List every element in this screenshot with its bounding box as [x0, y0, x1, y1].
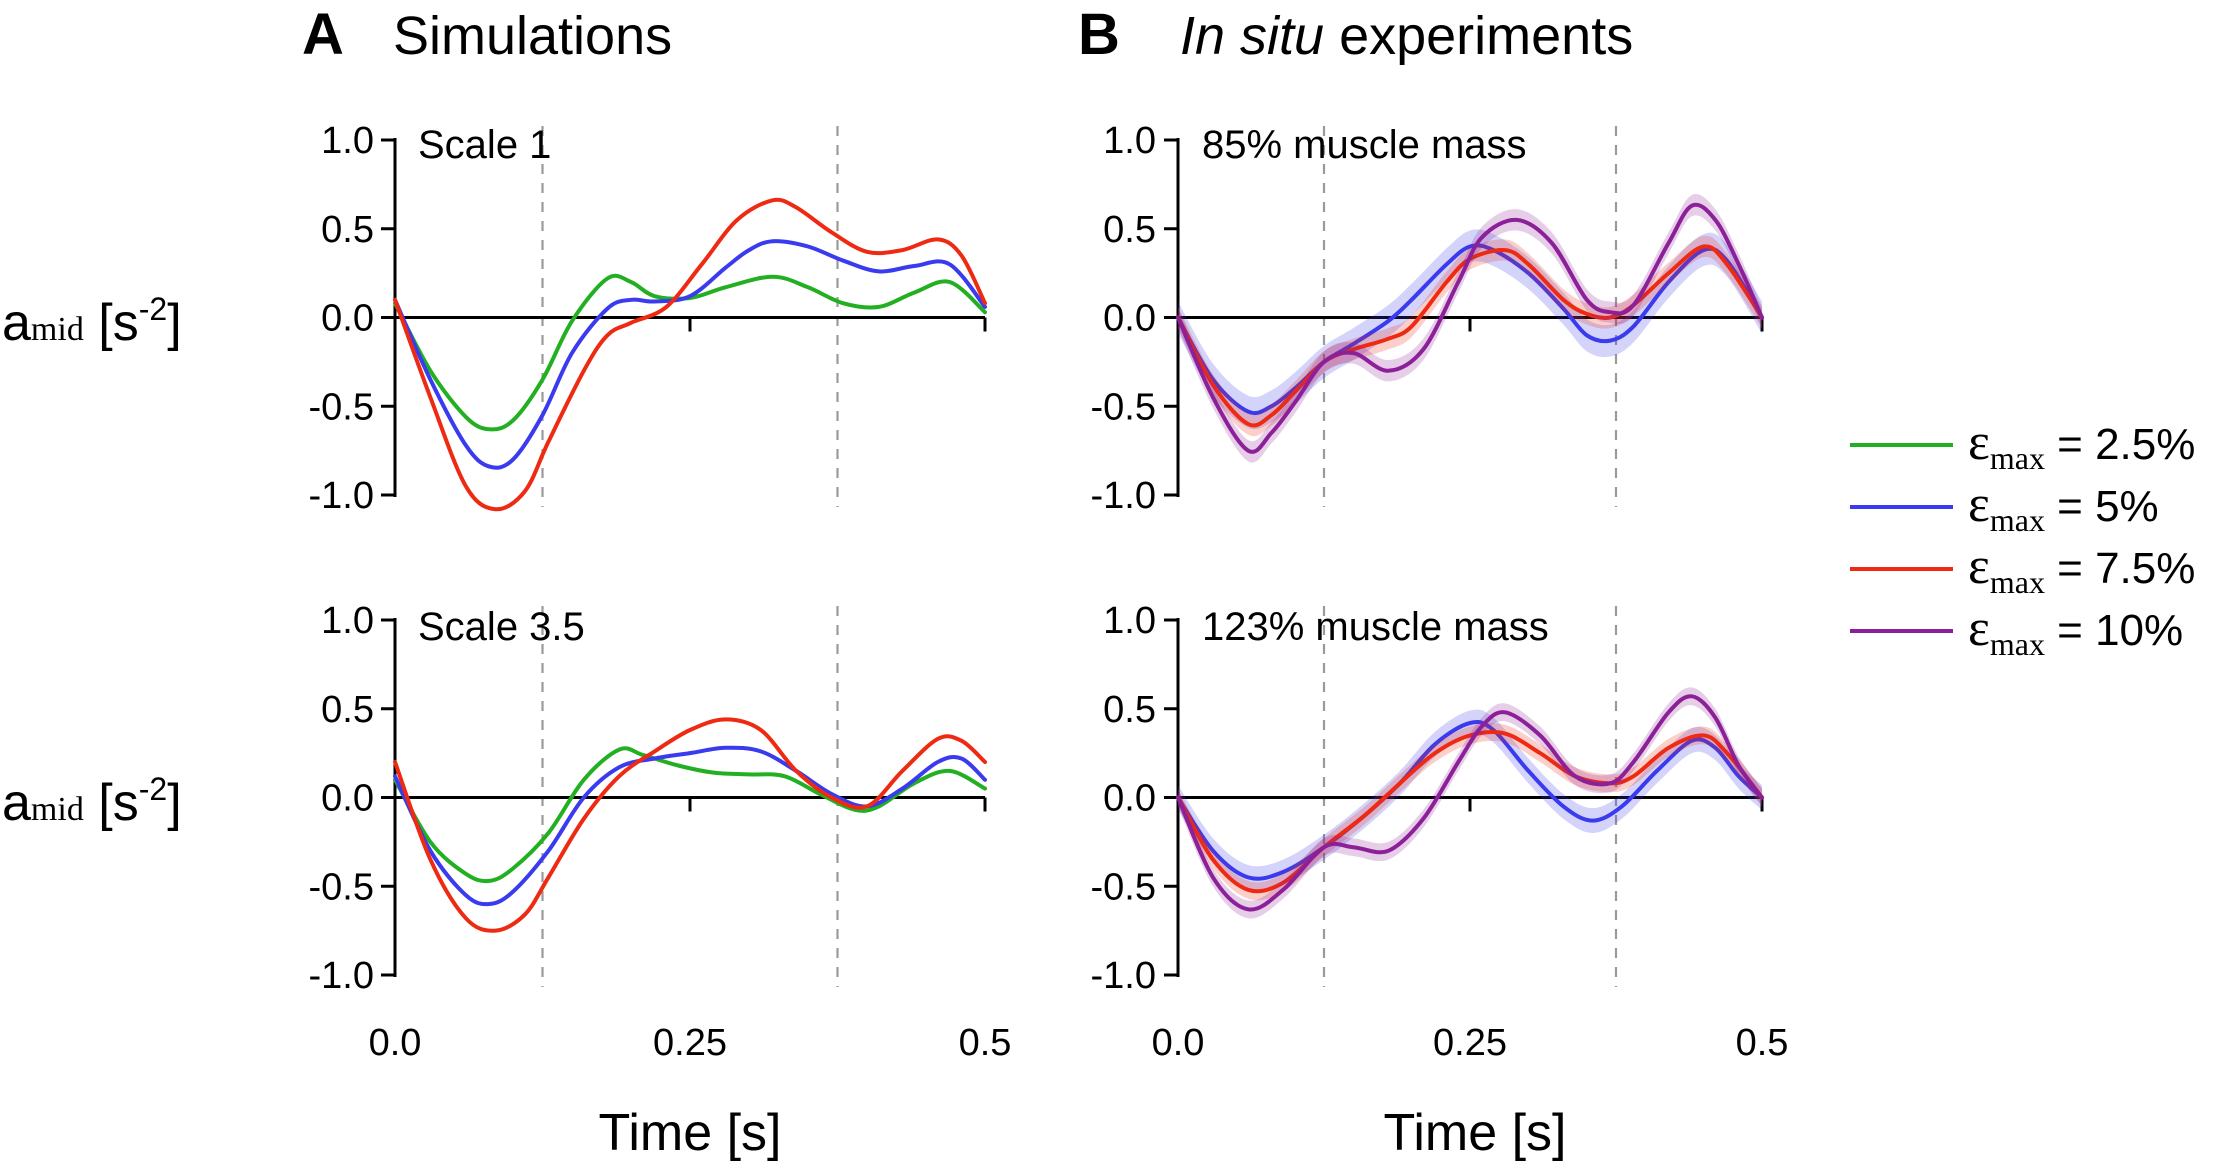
panel-subtitle: 85% muscle mass: [1202, 123, 1527, 167]
legend-subscript: max: [1990, 440, 2045, 476]
ylabel-bottom-close: ]: [167, 774, 181, 832]
legend-value: = 10%: [2045, 606, 2183, 655]
y-tick-label: 0.0: [1103, 298, 1156, 340]
series-line: [1176, 694, 1764, 912]
panel-a-letter: A: [302, 2, 344, 67]
y-tick-label: 0.5: [321, 209, 374, 251]
series-line: [1176, 729, 1764, 894]
series-band: [1178, 687, 1762, 919]
y-tick-label: -1.0: [1091, 475, 1156, 517]
y-tick-label: 0.0: [1103, 778, 1156, 820]
legend-symbol: ε: [1968, 414, 1990, 471]
y-tick-label: 0.5: [1103, 209, 1156, 251]
series-line: [393, 273, 987, 432]
y-tick-label: 0.5: [321, 689, 374, 731]
panel-a-title: Simulations: [393, 6, 672, 66]
panel-b-title-italic: In situ: [1180, 6, 1324, 66]
y-tick-label: -0.5: [309, 866, 374, 908]
y-tick-label: 1.0: [1103, 600, 1156, 642]
ylabel-top-main: a: [2, 294, 31, 352]
ylabel-top-sup: -2: [139, 291, 167, 327]
x-tick-label: 0.5: [959, 1022, 1012, 1064]
y-axis-label-top: amid [s-2]: [2, 291, 182, 352]
series-line: [1176, 719, 1764, 881]
y-tick-label: 1.0: [1103, 120, 1156, 162]
y-tick-label: -1.0: [309, 955, 374, 997]
legend-value: = 7.5%: [2045, 544, 2195, 593]
legend-subscript: max: [1990, 564, 2045, 600]
y-axis-label-bottom: amid [s-2]: [2, 771, 182, 832]
y-tick-label: -1.0: [1091, 955, 1156, 997]
series-band: [1178, 723, 1762, 901]
ylabel-bottom-sup: -2: [139, 771, 167, 807]
series-line: [393, 239, 987, 470]
x-axis-label-a: Time [s]: [599, 1104, 782, 1162]
panel-a-bottom-scale-3-5: -1.0 -0.5 0.0 0.5 1.0 0.0 0.25 0.5 Scale 3.5: [309, 600, 1012, 1064]
series-line: [1176, 202, 1764, 454]
ylabel-bottom-unit: [s: [84, 774, 139, 832]
series-line: [393, 746, 987, 884]
y-tick-label: 0.5: [1103, 689, 1156, 731]
series-line: [393, 745, 987, 907]
panel-a-top-scale-1: -1.0 -0.5 0.0 0.5 1.0 Scale 1: [309, 120, 987, 517]
y-tick-label: -0.5: [1091, 866, 1156, 908]
y-tick-label: -0.5: [1091, 386, 1156, 428]
x-tick-label: 0.25: [653, 1022, 727, 1064]
x-tick-label: 0.0: [1152, 1022, 1205, 1064]
x-axis-label-b: Time [s]: [1384, 1104, 1567, 1162]
panel-subtitle: Scale 3.5: [418, 605, 585, 649]
panel-b-title: In situ experiments: [1180, 6, 1633, 66]
x-tick-label: 0.0: [369, 1022, 422, 1064]
legend-subscript: max: [1990, 626, 2045, 662]
legend-symbol: ε: [1968, 600, 1990, 657]
ylabel-top-unit: [s: [84, 294, 139, 352]
legend: εmax = 2.5%εmax = 5%εmax = 7.5%εmax = 10…: [1850, 414, 2195, 662]
ylabel-top-close: ]: [167, 294, 181, 352]
series-line: [393, 717, 987, 933]
y-tick-label: 0.0: [321, 778, 374, 820]
y-tick-label: 1.0: [321, 120, 374, 162]
y-tick-label: 1.0: [321, 600, 374, 642]
ylabel-top-sub: mid: [31, 311, 84, 348]
legend-value: = 5%: [2045, 482, 2159, 531]
legend-symbol: ε: [1968, 476, 1990, 533]
panel-b-bottom-123-muscle-mass: -1.0 -0.5 0.0 0.5 1.0 0.0 0.25 0.5 123% muscle m…: [1091, 600, 1789, 1064]
x-tick-label: 0.5: [1736, 1022, 1789, 1064]
y-tick-label: -0.5: [309, 386, 374, 428]
legend-entry: εmax = 5%: [1968, 476, 2159, 538]
legend-symbol: ε: [1968, 538, 1990, 595]
ylabel-bottom-main: a: [2, 774, 31, 832]
panel-subtitle: Scale 1: [418, 123, 551, 167]
legend-entry: εmax = 2.5%: [1968, 414, 2195, 476]
ylabel-bottom-sub: mid: [31, 791, 84, 828]
y-tick-label: 0.0: [321, 298, 374, 340]
panel-b-letter: B: [1078, 2, 1120, 67]
legend-subscript: max: [1990, 502, 2045, 538]
legend-entry: εmax = 7.5%: [1968, 538, 2195, 600]
legend-value: = 2.5%: [2045, 420, 2195, 469]
panel-b-title-rest: experiments: [1324, 6, 1633, 66]
panel-b-top-85-muscle-mass: -1.0 -0.5 0.0 0.5 1.0 85% muscle mass: [1091, 120, 1764, 517]
series-line: [393, 197, 987, 512]
x-tick-label: 0.25: [1433, 1022, 1507, 1064]
panel-subtitle: 123% muscle mass: [1202, 605, 1549, 649]
legend-entry: εmax = 10%: [1968, 600, 2183, 662]
series-line: [1176, 243, 1764, 416]
y-tick-label: -1.0: [309, 475, 374, 517]
